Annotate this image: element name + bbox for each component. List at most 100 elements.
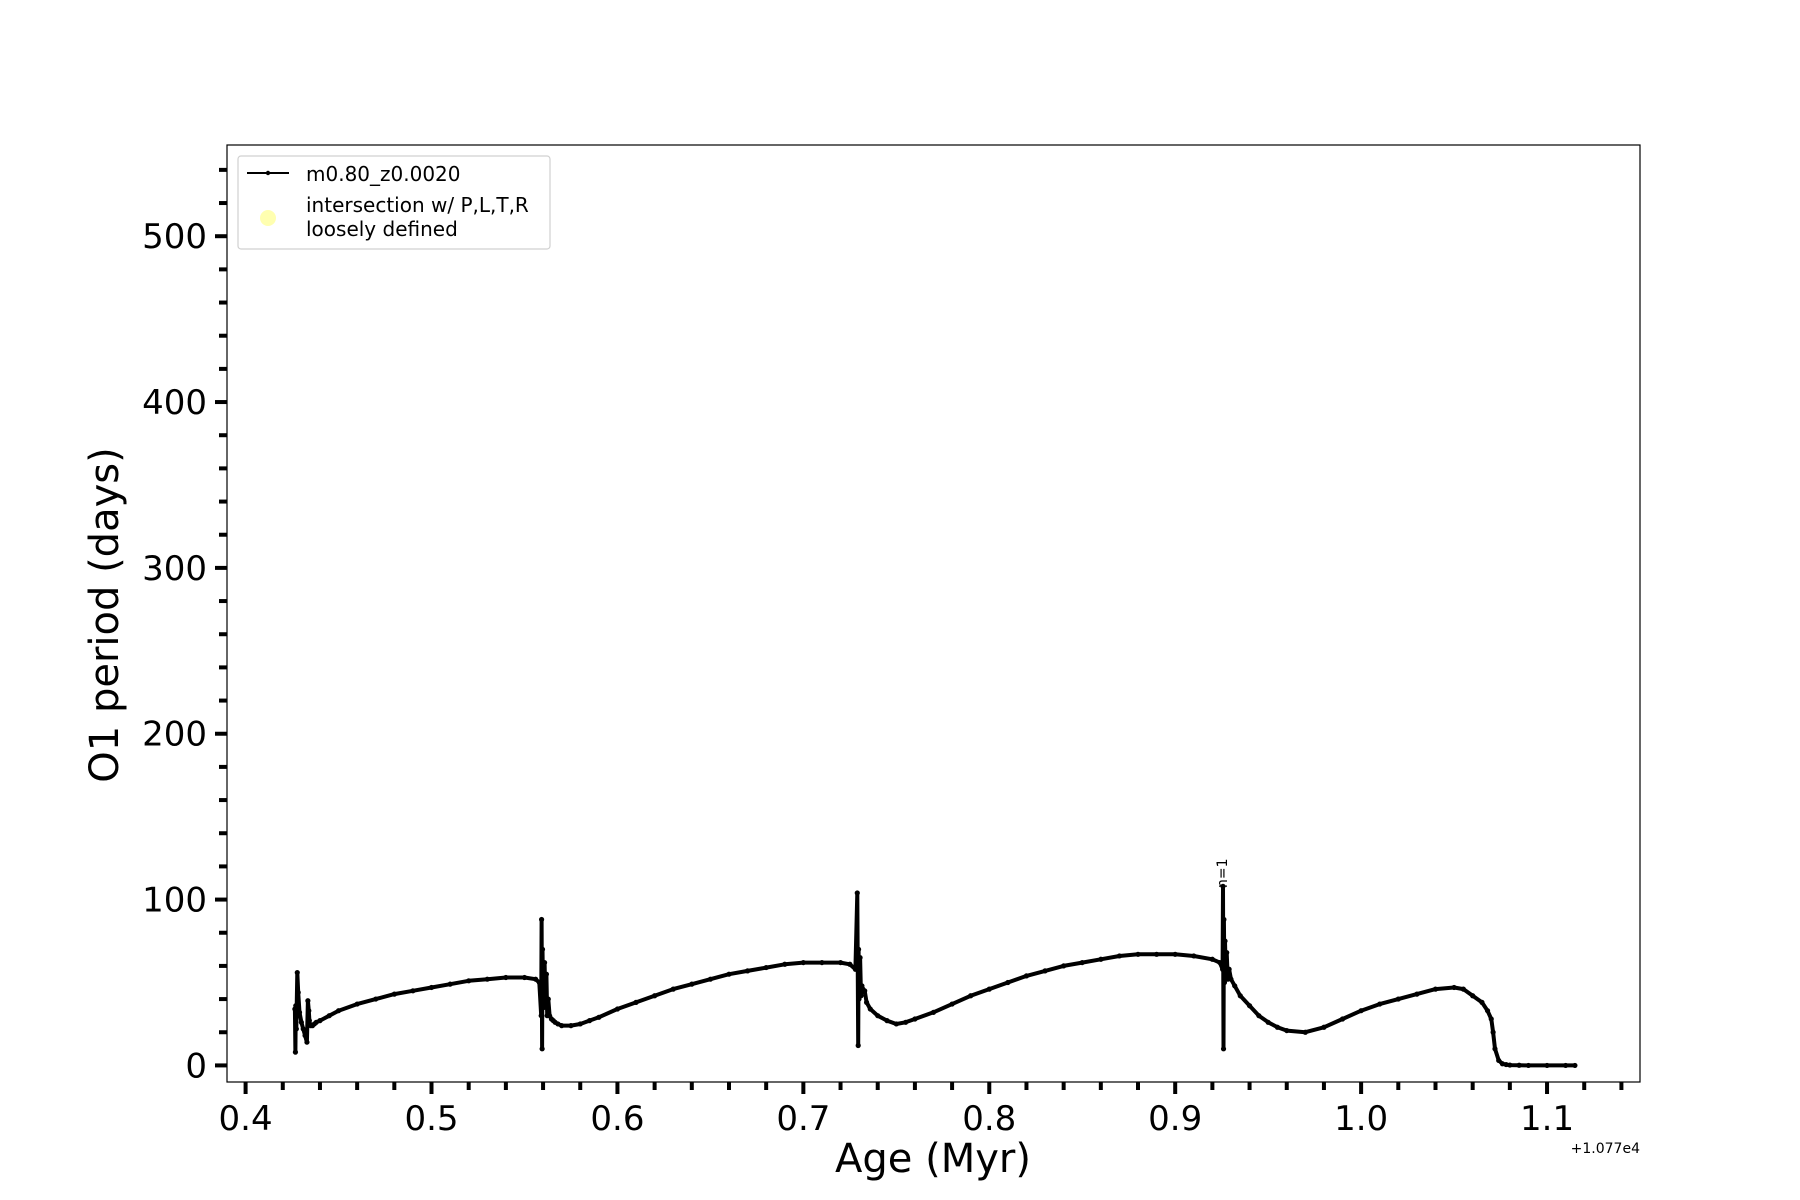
data-point [1224, 950, 1230, 956]
data-area [292, 883, 1578, 1069]
data-point [652, 993, 658, 999]
x-tick-label: 1.0 [1334, 1099, 1388, 1139]
data-point [855, 1042, 861, 1049]
legend-line-marker [265, 170, 271, 176]
series-line [292, 884, 1577, 1068]
data-point [541, 959, 548, 966]
data-point [317, 1018, 323, 1024]
data-point [1154, 951, 1160, 957]
y-tick-label: 500 [142, 217, 207, 257]
data-point [503, 974, 509, 981]
data-point [1321, 1024, 1327, 1030]
data-point [855, 946, 862, 952]
data-point [1232, 983, 1238, 989]
data-point [1098, 956, 1104, 962]
data-point [466, 978, 472, 984]
data-point [1572, 1062, 1578, 1069]
x-tick-label: 0.5 [404, 1099, 458, 1139]
data-point [1377, 1001, 1383, 1007]
data-point [670, 986, 676, 992]
data-point [689, 981, 695, 987]
data-point [1470, 993, 1476, 999]
data-point [540, 988, 546, 994]
data-point [633, 999, 639, 1005]
data-point [1460, 986, 1466, 992]
data-point [800, 959, 806, 966]
data-point [1023, 973, 1030, 979]
data-point [586, 1018, 593, 1024]
data-point [545, 996, 551, 1002]
data-point [335, 1008, 342, 1014]
data-point [391, 991, 397, 997]
x-tick-label: 0.4 [219, 1099, 273, 1139]
legend-box [237, 155, 551, 250]
data-point [304, 1039, 310, 1045]
data-point [847, 961, 853, 967]
data-point [541, 1004, 547, 1010]
data-point [1220, 1046, 1227, 1052]
data-point [1284, 1027, 1290, 1034]
y-tick-label: 200 [142, 715, 207, 755]
data-point [293, 1026, 299, 1032]
x-tick-label: 0.9 [1148, 1099, 1202, 1139]
data-point [707, 976, 713, 982]
data-point [1414, 991, 1420, 997]
axes: 0.4 0.5 0.6 0.7 0.8 0.9 1.0 1.1 0 100 200 300 400 500 [142, 167, 1624, 1139]
data-point [568, 1023, 574, 1029]
data-point [819, 959, 825, 966]
data-point [744, 968, 751, 974]
data-point [884, 1018, 890, 1024]
y-tick-label: 100 [142, 881, 207, 921]
data-point [912, 1016, 918, 1022]
data-point [1221, 916, 1227, 923]
data-point [447, 981, 453, 987]
data-point [1079, 959, 1085, 966]
data-point [1525, 1062, 1532, 1069]
data-point [1339, 1016, 1346, 1022]
data-point [1432, 986, 1439, 992]
x-axis-label: Age (Myr) [835, 1136, 1031, 1182]
data-point [1005, 979, 1011, 986]
data-point [863, 999, 870, 1005]
data-point [1488, 1016, 1494, 1022]
data-point [763, 964, 769, 971]
data-point [1274, 1024, 1281, 1030]
data-point [968, 993, 974, 999]
data-point [1479, 999, 1485, 1005]
y-tick-label: 300 [142, 549, 207, 589]
data-point [294, 969, 300, 976]
data-point [536, 979, 542, 986]
data-point [726, 971, 732, 977]
data-point [373, 996, 379, 1002]
data-point [1358, 1008, 1364, 1014]
x-tick-label: 0.7 [776, 1099, 830, 1139]
data-point [949, 1001, 955, 1007]
y-axis-label: O1 period (days) [82, 447, 128, 782]
data-point [893, 1021, 899, 1027]
data-point [428, 984, 435, 991]
x-offset-text: +1.077e4 [1571, 1141, 1640, 1157]
data-point [1516, 1062, 1522, 1068]
data-point [986, 986, 992, 992]
data-point [1246, 1003, 1253, 1009]
data-point [1256, 1013, 1262, 1019]
data-point [306, 1008, 312, 1014]
data-point [298, 1019, 304, 1025]
data-point [539, 946, 546, 952]
data-point [1395, 996, 1401, 1002]
data-point [533, 976, 539, 982]
data-point [1042, 968, 1048, 974]
y-tick-label: 0 [185, 1046, 207, 1086]
y-tick-label: 400 [142, 383, 207, 423]
x-tick-label: 1.1 [1520, 1099, 1574, 1139]
chart-annotation: n=1 [1215, 858, 1231, 888]
data-point [354, 1001, 360, 1007]
data-point [857, 955, 863, 961]
x-tick-label: 0.6 [590, 1099, 644, 1139]
data-point [300, 1026, 306, 1032]
data-point [1484, 1008, 1491, 1014]
data-point [1507, 1062, 1513, 1068]
data-point [903, 1019, 909, 1025]
data-point [1496, 1057, 1502, 1064]
